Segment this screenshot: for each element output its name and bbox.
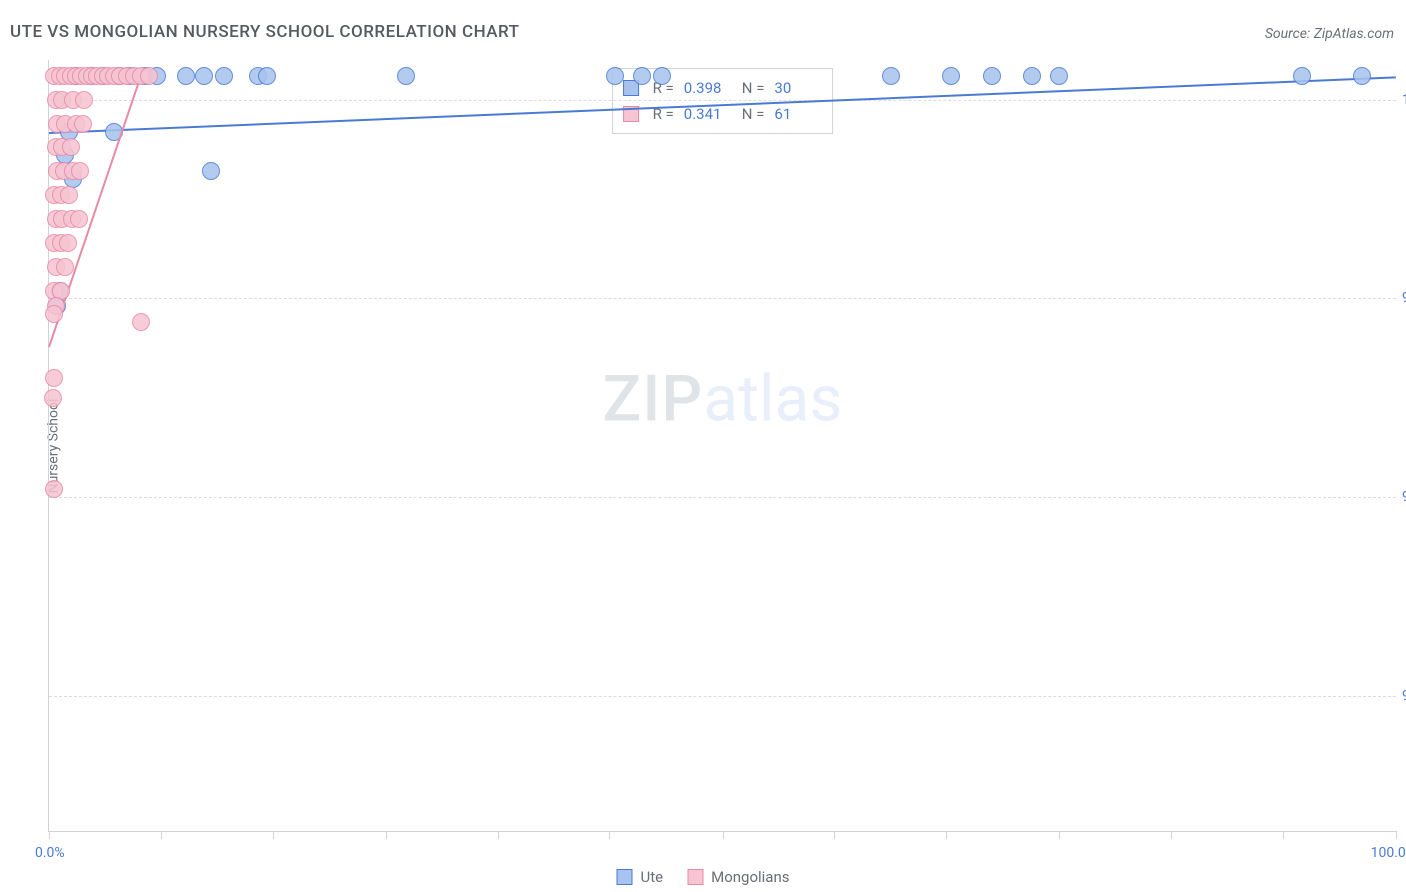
data-point-ute — [606, 67, 624, 85]
data-point-mongolians — [45, 369, 63, 387]
data-point-ute — [1023, 67, 1041, 85]
data-point-ute — [258, 67, 276, 85]
chart-title: UTE VS MONGOLIAN NURSERY SCHOOL CORRELAT… — [10, 22, 520, 42]
data-point-ute — [653, 67, 671, 85]
x-axis-min-label: 0.0% — [35, 845, 65, 861]
x-tick — [946, 831, 947, 839]
data-point-ute — [1293, 67, 1311, 85]
data-point-ute — [397, 67, 415, 85]
x-tick — [386, 831, 387, 839]
data-point-mongolians — [56, 258, 74, 276]
y-tick-label: 97.5% — [1402, 290, 1406, 306]
gridline — [49, 497, 1396, 498]
data-point-mongolians — [45, 305, 63, 323]
y-tick-label: 100.0% — [1402, 92, 1406, 108]
gridline — [49, 298, 1396, 299]
r-value-ute: 0.398 — [684, 75, 728, 101]
data-point-mongolians — [60, 186, 78, 204]
data-point-mongolians — [132, 313, 150, 331]
x-tick — [1059, 831, 1060, 839]
n-value-ute: 30 — [774, 75, 818, 101]
y-tick-label: 95.0% — [1402, 489, 1406, 505]
x-tick — [49, 831, 50, 839]
x-tick — [1171, 831, 1172, 839]
legend-label-ute: Ute — [641, 868, 664, 886]
legend-item-ute: Ute — [617, 868, 664, 886]
data-point-mongolians — [70, 210, 88, 228]
x-axis-max-label: 100.0% — [1371, 845, 1406, 861]
x-tick — [498, 831, 499, 839]
data-point-mongolians — [59, 234, 77, 252]
legend-label-mongolians: Mongolians — [711, 868, 789, 886]
legend-swatch-mongolians — [687, 869, 703, 885]
legend: Ute Mongolians — [617, 868, 790, 886]
gridline — [49, 696, 1396, 697]
y-tick-label: 92.5% — [1402, 688, 1406, 704]
data-point-mongolians — [62, 138, 80, 156]
data-point-ute — [882, 67, 900, 85]
watermark-part2: atlas — [703, 362, 842, 437]
legend-swatch-ute — [617, 869, 633, 885]
watermark-part1: ZIP — [603, 362, 704, 437]
data-point-ute — [983, 67, 1001, 85]
n-value-mongolians: 61 — [774, 101, 818, 127]
x-tick — [161, 831, 162, 839]
data-point-mongolians — [44, 389, 62, 407]
data-point-ute — [942, 67, 960, 85]
data-point-ute — [177, 67, 195, 85]
data-point-mongolians — [71, 162, 89, 180]
r-label: R = — [653, 101, 674, 127]
x-tick — [273, 831, 274, 839]
stats-row-ute: R = 0.398 N = 30 — [623, 75, 819, 101]
x-tick — [1283, 831, 1284, 839]
legend-item-mongolians: Mongolians — [687, 868, 789, 886]
x-tick — [834, 831, 835, 839]
data-point-ute — [195, 67, 213, 85]
correlation-chart: UTE VS MONGOLIAN NURSERY SCHOOL CORRELAT… — [0, 0, 1406, 892]
data-point-ute — [202, 162, 220, 180]
data-point-mongolians — [45, 480, 63, 498]
x-tick — [1396, 831, 1397, 839]
n-label: N = — [742, 75, 765, 101]
source-attribution: Source: ZipAtlas.com — [1265, 26, 1394, 42]
x-tick — [723, 831, 724, 839]
plot-area: ZIPatlas R = 0.398 N = 30 R = 0.341 N = … — [48, 60, 1396, 832]
x-tick — [609, 831, 610, 839]
data-point-ute — [633, 67, 651, 85]
gridline — [49, 100, 1396, 101]
data-point-ute — [215, 67, 233, 85]
data-point-mongolians — [75, 91, 93, 109]
data-point-mongolians — [74, 115, 92, 133]
data-point-ute — [1050, 67, 1068, 85]
watermark: ZIPatlas — [603, 362, 843, 437]
data-point-ute — [1353, 67, 1371, 85]
data-point-mongolians — [140, 67, 158, 85]
